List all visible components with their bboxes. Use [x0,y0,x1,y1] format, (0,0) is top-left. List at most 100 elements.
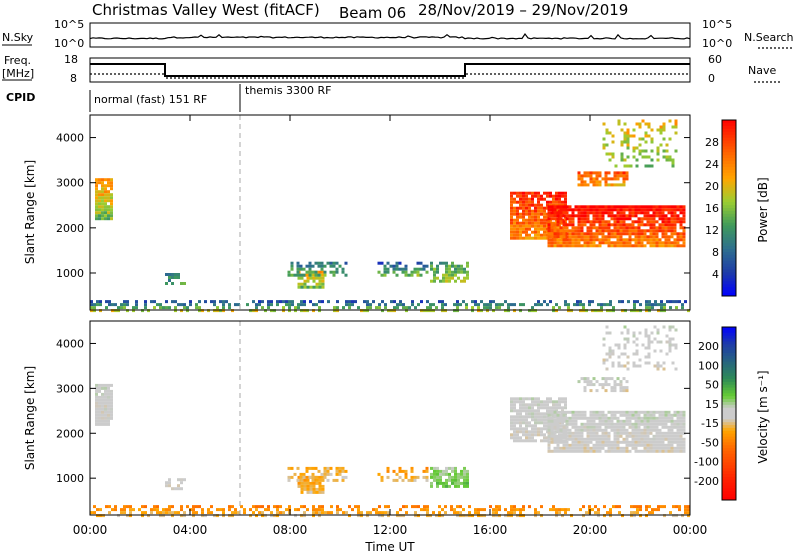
power-cell [498,306,501,310]
power-cell [607,229,611,233]
velocity-cell [513,400,516,404]
velocity-cell [678,505,681,509]
power-cell [315,285,319,289]
velocity-xtick-label: 00:00 [673,523,708,537]
velocity-cell [610,377,614,381]
power-cell [619,174,623,178]
velocity-cell [586,440,590,444]
power-cell [430,267,433,271]
power-cell [626,137,630,141]
velocity-cell [673,440,677,444]
power-cell [595,171,599,175]
power-cell [562,208,566,212]
velocity-cell [525,403,528,407]
velocity-cell [507,514,510,518]
power-cell [658,229,662,233]
velocity-cell [534,415,537,419]
velocity-cell [282,511,285,515]
velocity-cell [510,397,513,401]
power-cell [420,309,423,313]
velocity-cell [429,514,432,518]
nsky-label: N.Sky [2,31,34,44]
power-cell [171,276,174,279]
power-cell [616,220,620,224]
power-cell [390,300,393,304]
power-cell [659,131,663,135]
power-cell [320,261,324,265]
power-cell [457,267,460,271]
velocity-cell [592,446,596,450]
velocity-cell [531,415,534,419]
velocity-cell [598,446,602,450]
power-cell [555,203,558,207]
power-cell [583,244,587,248]
velocity-cell [138,508,141,512]
velocity-cell [608,352,612,356]
power-cell [555,303,558,307]
velocity-cell [305,466,309,470]
power-colorbar-segment [722,181,736,186]
velocity-cell [643,434,647,438]
velocity-cell [422,475,426,479]
power-cell [466,270,469,274]
velocity-xtick-label: 00:00 [73,523,108,537]
velocity-ylabel: Slant Range [km] [23,366,37,470]
power-cell [98,205,101,209]
velocity-cell [640,410,644,414]
velocity-colorbar-segment [722,329,736,334]
power-cell [555,197,558,201]
power-cell [414,306,417,310]
velocity-cell [639,508,642,512]
power-colorbar-segment [722,260,736,265]
velocity-cell [510,433,513,437]
velocity-cell [384,505,387,509]
power-colorbar-segment [722,193,736,197]
power-cell [625,238,629,242]
power-cell [611,152,615,156]
power-cell [577,241,581,245]
power-cell [534,233,537,237]
power-cell [634,229,638,233]
velocity-cell [592,437,596,441]
power-cell [664,229,668,233]
power-cell [519,197,522,201]
power-cell [430,261,433,265]
velocity-cell [228,508,231,512]
power-cell [302,267,306,271]
power-cell [600,303,603,307]
power-cell [595,229,599,233]
velocity-cell [607,410,611,414]
velocity-cell [547,410,551,414]
power-cell [622,171,626,175]
velocity-cell [619,419,623,423]
power-cell [433,267,436,271]
velocity-cell [558,508,561,512]
power-cell [547,217,551,221]
power-cell [657,303,660,307]
cpid-label: CPID [6,91,35,104]
nsky-tick-top: 10^5 [54,18,84,31]
velocity-colorbar-segment [722,474,736,478]
velocity-cell [401,469,405,473]
power-cell [625,217,629,221]
power-cell [675,306,678,310]
power-cell [580,229,584,233]
power-cell [498,303,501,307]
velocity-cell [95,422,98,426]
velocity-cell [646,434,650,438]
velocity-cell [525,406,528,410]
velocity-cell [534,427,537,431]
velocity-cell [439,481,442,485]
power-cell [564,303,567,307]
power-cell [531,236,534,240]
power-cell [104,205,107,209]
power-cell [174,300,177,304]
velocity-cell [631,428,635,432]
velocity-cell [466,481,469,485]
velocity-cell [552,406,555,410]
velocity-cell [610,440,614,444]
velocity-cell [296,466,300,470]
power-cell [380,261,384,265]
velocity-cell [510,508,513,512]
power-cell [667,205,671,209]
